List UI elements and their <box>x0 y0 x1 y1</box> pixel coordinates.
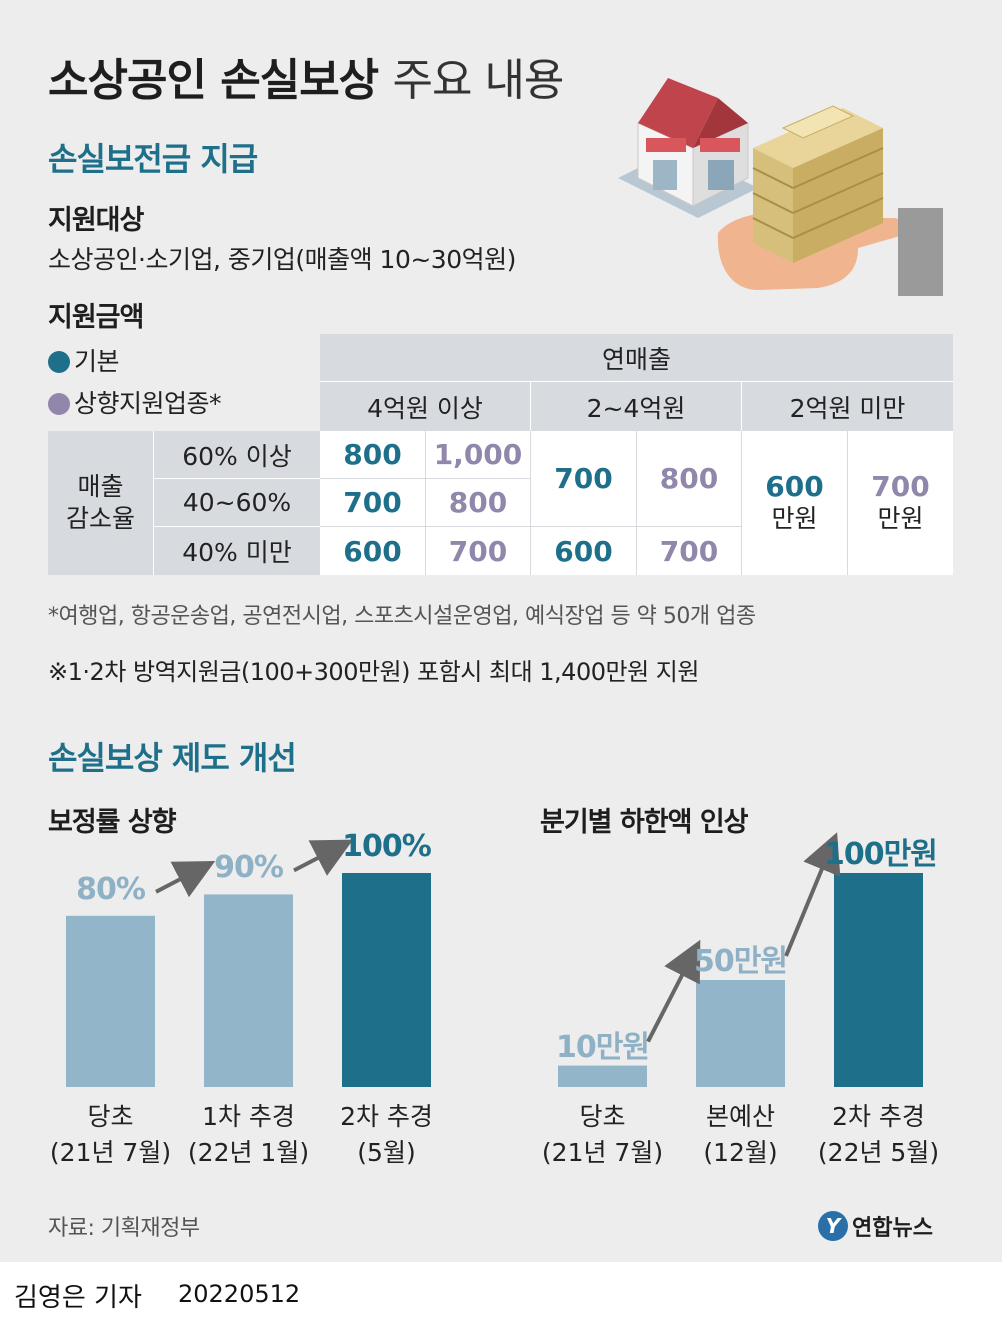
g3-special-value: 700 <box>871 470 930 503</box>
chart2-title: 분기별 하한액 인상 <box>540 807 749 838</box>
shop-money-illustration <box>618 78 943 296</box>
chart1-title: 보정률 상향 <box>48 807 177 838</box>
chart2-category-line-1-2: (21년 7월) <box>541 1138 664 1167</box>
chart1-bar-3 <box>342 873 431 1087</box>
shop-roof-right <box>693 98 748 148</box>
chart1-category-line-1-1: 당초 <box>87 1102 134 1131</box>
target-heading: 지원대상 <box>48 205 144 236</box>
chart2-category-line-2-2: (12월) <box>703 1138 778 1167</box>
shop-window <box>653 160 677 190</box>
g2-r3-basic: 600 <box>531 527 637 575</box>
legend-special-label: 상향지원업종* <box>74 389 222 418</box>
chart2-bar-3 <box>834 873 923 1087</box>
charts-svg <box>66 832 923 1087</box>
chart1-value-label-3: 100% <box>342 829 432 864</box>
chart2-value-label-3: 100만원 <box>824 837 938 872</box>
revenue-group-3: 2억원 미만 <box>742 382 953 431</box>
legend-basic-label: 기본 <box>74 347 120 376</box>
chart2-category-label-2: 본예산 (12월) <box>666 1099 815 1171</box>
shop-awning-right <box>700 138 740 152</box>
yonhap-logo-text: 연합뉴스 <box>852 1216 933 1241</box>
g1-r2-basic: 700 <box>320 479 426 527</box>
chart2-category-label-3: 2차 추경 (22년 5월) <box>804 1099 953 1171</box>
revenue-header: 연매출 <box>320 334 953 382</box>
revenue-group-2: 2~4억원 <box>531 382 742 431</box>
revenue-group-1: 4억원 이상 <box>320 382 531 431</box>
byline-date: 20220512 <box>178 1280 301 1308</box>
chart1-bar-2 <box>204 894 293 1087</box>
row-group-label-2: 감소율 <box>65 504 135 533</box>
chart1-category-line-2-1: 1차 추경 <box>202 1102 295 1131</box>
chart1-category-label-3: 2차 추경 (5월) <box>312 1099 461 1171</box>
section1-title: 손실보전금 지급 <box>48 140 258 178</box>
row-label-3: 40% 미만 <box>154 527 320 575</box>
chart2-category-line-2-1: 본예산 <box>705 1102 775 1131</box>
money-stack <box>752 105 884 263</box>
g3-basic-unit: 만원 <box>771 504 818 533</box>
chart1-category-line-3-1: 2차 추경 <box>340 1102 433 1131</box>
legend-special: 상향지원업종* <box>48 384 222 420</box>
chart1-value-label-1: 80% <box>76 871 146 907</box>
yonhap-logo-mark: Y <box>818 1211 848 1241</box>
chart2-arrow-1 <box>646 939 701 1043</box>
g3-special: 700 만원 <box>848 431 953 575</box>
row-group-header: 매출 감소율 <box>48 431 154 575</box>
legend-basic-dot <box>48 351 70 373</box>
g2-r3-special: 700 <box>637 527 742 575</box>
shop-awning <box>646 138 686 152</box>
chart1-value-label-2: 90% <box>214 850 284 886</box>
legend-basic: 기본 <box>48 342 120 378</box>
chart1-category-label-1: 당초 (21년 7월) <box>36 1099 185 1171</box>
g1-r1-special: 1,000 <box>426 431 531 479</box>
g3-special-unit: 만원 <box>877 504 924 533</box>
support-amount-table: 연매출 4억원 이상 2~4억원 2억원 미만 매출 감소율 60% 이상 40… <box>48 334 953 575</box>
chart1-category-label-2: 1차 추경 (22년 1월) <box>174 1099 323 1171</box>
chart2-value-label-1: 10만원 <box>556 1029 650 1065</box>
chart1-category-line-2-2: (22년 1월) <box>187 1138 310 1167</box>
chart1-category-line-3-2: (5월) <box>357 1138 416 1167</box>
sleeve <box>898 208 943 296</box>
chart2-category-line-3-1: 2차 추경 <box>832 1102 925 1131</box>
legend-special-dot <box>48 393 70 415</box>
note-max-support: ※1·2차 방역지원금(100+300만원) 포함시 최대 1,400만원 지원 <box>48 658 699 686</box>
shop-door <box>708 160 734 190</box>
shop-roof-left <box>638 78 718 148</box>
amount-heading: 지원금액 <box>48 302 144 333</box>
g1-r2-special: 800 <box>426 479 531 527</box>
chart1-bar-1 <box>66 915 155 1087</box>
row-group-label-1: 매출 <box>77 472 124 501</box>
chart2-category-line-1-1: 당초 <box>579 1102 626 1131</box>
chart2-arrow-2 <box>784 832 841 957</box>
page-title: 소상공인 손실보상 주요 내용 <box>48 44 565 108</box>
chart2-bar-2 <box>696 980 785 1087</box>
byline-name: 김영은 기자 <box>14 1283 142 1313</box>
chart2-value-label-2: 50만원 <box>694 944 788 979</box>
row-label-2: 40~60% <box>154 479 320 527</box>
title-light: 주요 내용 <box>392 55 565 106</box>
g3-basic-value: 600 <box>765 470 824 503</box>
chart1-arrow-2 <box>293 839 354 876</box>
g1-r1-basic: 800 <box>320 431 426 479</box>
g2-r12-basic: 700 <box>531 431 637 527</box>
g1-r3-special: 700 <box>426 527 531 575</box>
yonhap-logo: Y 연합뉴스 <box>818 1210 933 1242</box>
chart1-category-line-1-2: (21년 7월) <box>49 1138 172 1167</box>
title-bold: 소상공인 손실보상 <box>48 55 379 106</box>
chart1-arrow-1 <box>155 861 216 898</box>
g1-r3-basic: 600 <box>320 527 426 575</box>
note-industries: *여행업, 항공운송업, 공연전시업, 스포츠시설운영업, 예식장업 등 약 5… <box>48 604 756 629</box>
chart2-category-line-3-2: (22년 5월) <box>817 1138 940 1167</box>
section2-title: 손실보상 제도 개선 <box>48 739 297 777</box>
g2-r12-special: 800 <box>637 431 742 527</box>
target-text: 소상공인·소기업, 중기업(매출액 10~30억원) <box>48 245 516 274</box>
row-label-1: 60% 이상 <box>154 431 320 479</box>
chart2-bar-1 <box>558 1065 647 1087</box>
source-text: 자료: 기획재정부 <box>48 1216 200 1241</box>
g3-basic: 600 만원 <box>742 431 848 575</box>
chart2-category-label-1: 당초 (21년 7월) <box>528 1099 677 1171</box>
